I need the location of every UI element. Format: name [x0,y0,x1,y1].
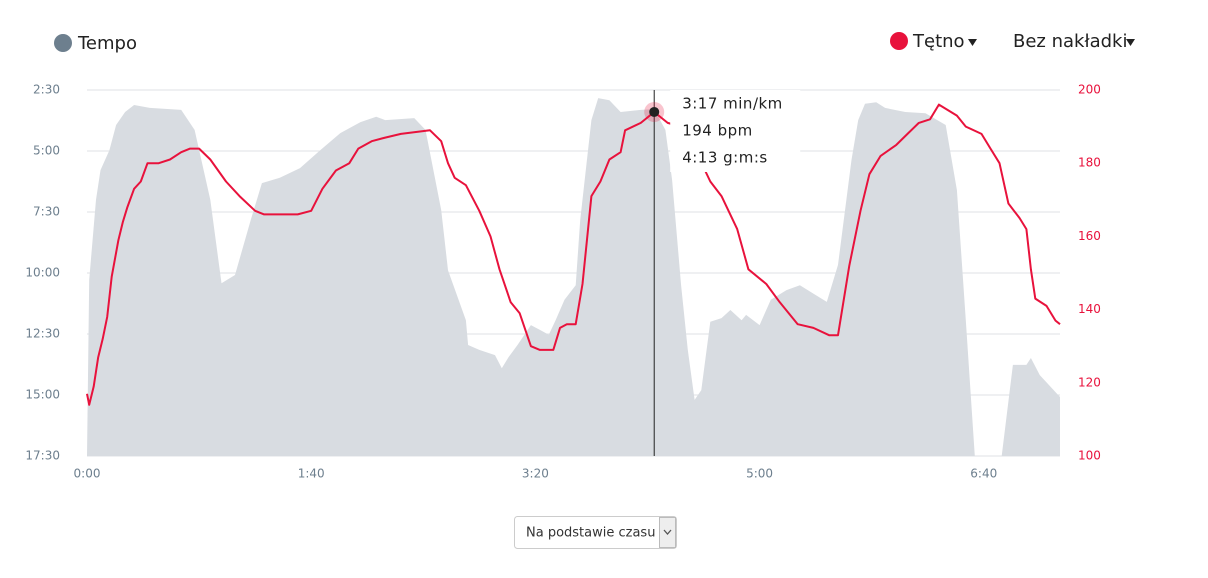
y2-tick-label: 200 [1078,83,1101,97]
legend-tempo[interactable]: Tempo [54,33,137,54]
legend-dot [54,34,72,52]
legend-dot [890,32,908,50]
x-tick-label: 3:20 [522,467,549,481]
overlay-label: Bez nakładki [1013,31,1127,52]
chevron [663,529,672,535]
tooltip-box [670,90,801,172]
y-tick-label: 2:30 [33,83,60,97]
select-box [514,516,677,549]
select-button [659,517,676,548]
legend-label: Tętno [912,31,965,52]
x-tick-label: 0:00 [74,467,101,481]
plot: 2:30 5:00 7:30 10:00 12:30 15:00 17:30 100 120 14… [25,83,1101,481]
y-tick-label: 7:30 [33,205,60,219]
overlay-select[interactable]: Bez nakładki [1013,31,1135,52]
pace-area [87,98,1060,456]
x-tick-label: 6:40 [970,467,997,481]
dropdown-arrow [1126,39,1135,46]
y2-tick-label: 120 [1078,375,1101,389]
basis-select[interactable]: Na podstawie czasu [514,516,677,549]
cursor-dot [649,106,660,117]
legend-hr[interactable]: Tętno [890,31,977,52]
select-label: Na podstawie czasu [526,526,655,541]
tooltip-line: 4:13 g:m:s [682,149,768,167]
y-tick-label: 10:00 [25,266,60,280]
dropdown-arrow [968,39,977,46]
y-tick-label: 17:30 [25,449,60,463]
hr-line [86,103,1061,406]
legend-label: Tempo [77,33,137,54]
tooltip-line: 194 bpm [682,122,753,140]
tooltip-line: 3:17 min/km [682,95,783,113]
y2-tick-label: 140 [1078,302,1101,316]
y-tick-label: 15:00 [25,388,60,402]
y2-tick-label: 160 [1078,229,1101,243]
x-tick-label: 1:40 [298,467,325,481]
y-tick-label: 5:00 [33,144,60,158]
y2-tick-label: 180 [1078,156,1101,170]
x-tick-label: 5:00 [746,467,773,481]
y2-tick-label: 100 [1078,449,1101,463]
y-tick-label: 12:30 [25,327,60,341]
